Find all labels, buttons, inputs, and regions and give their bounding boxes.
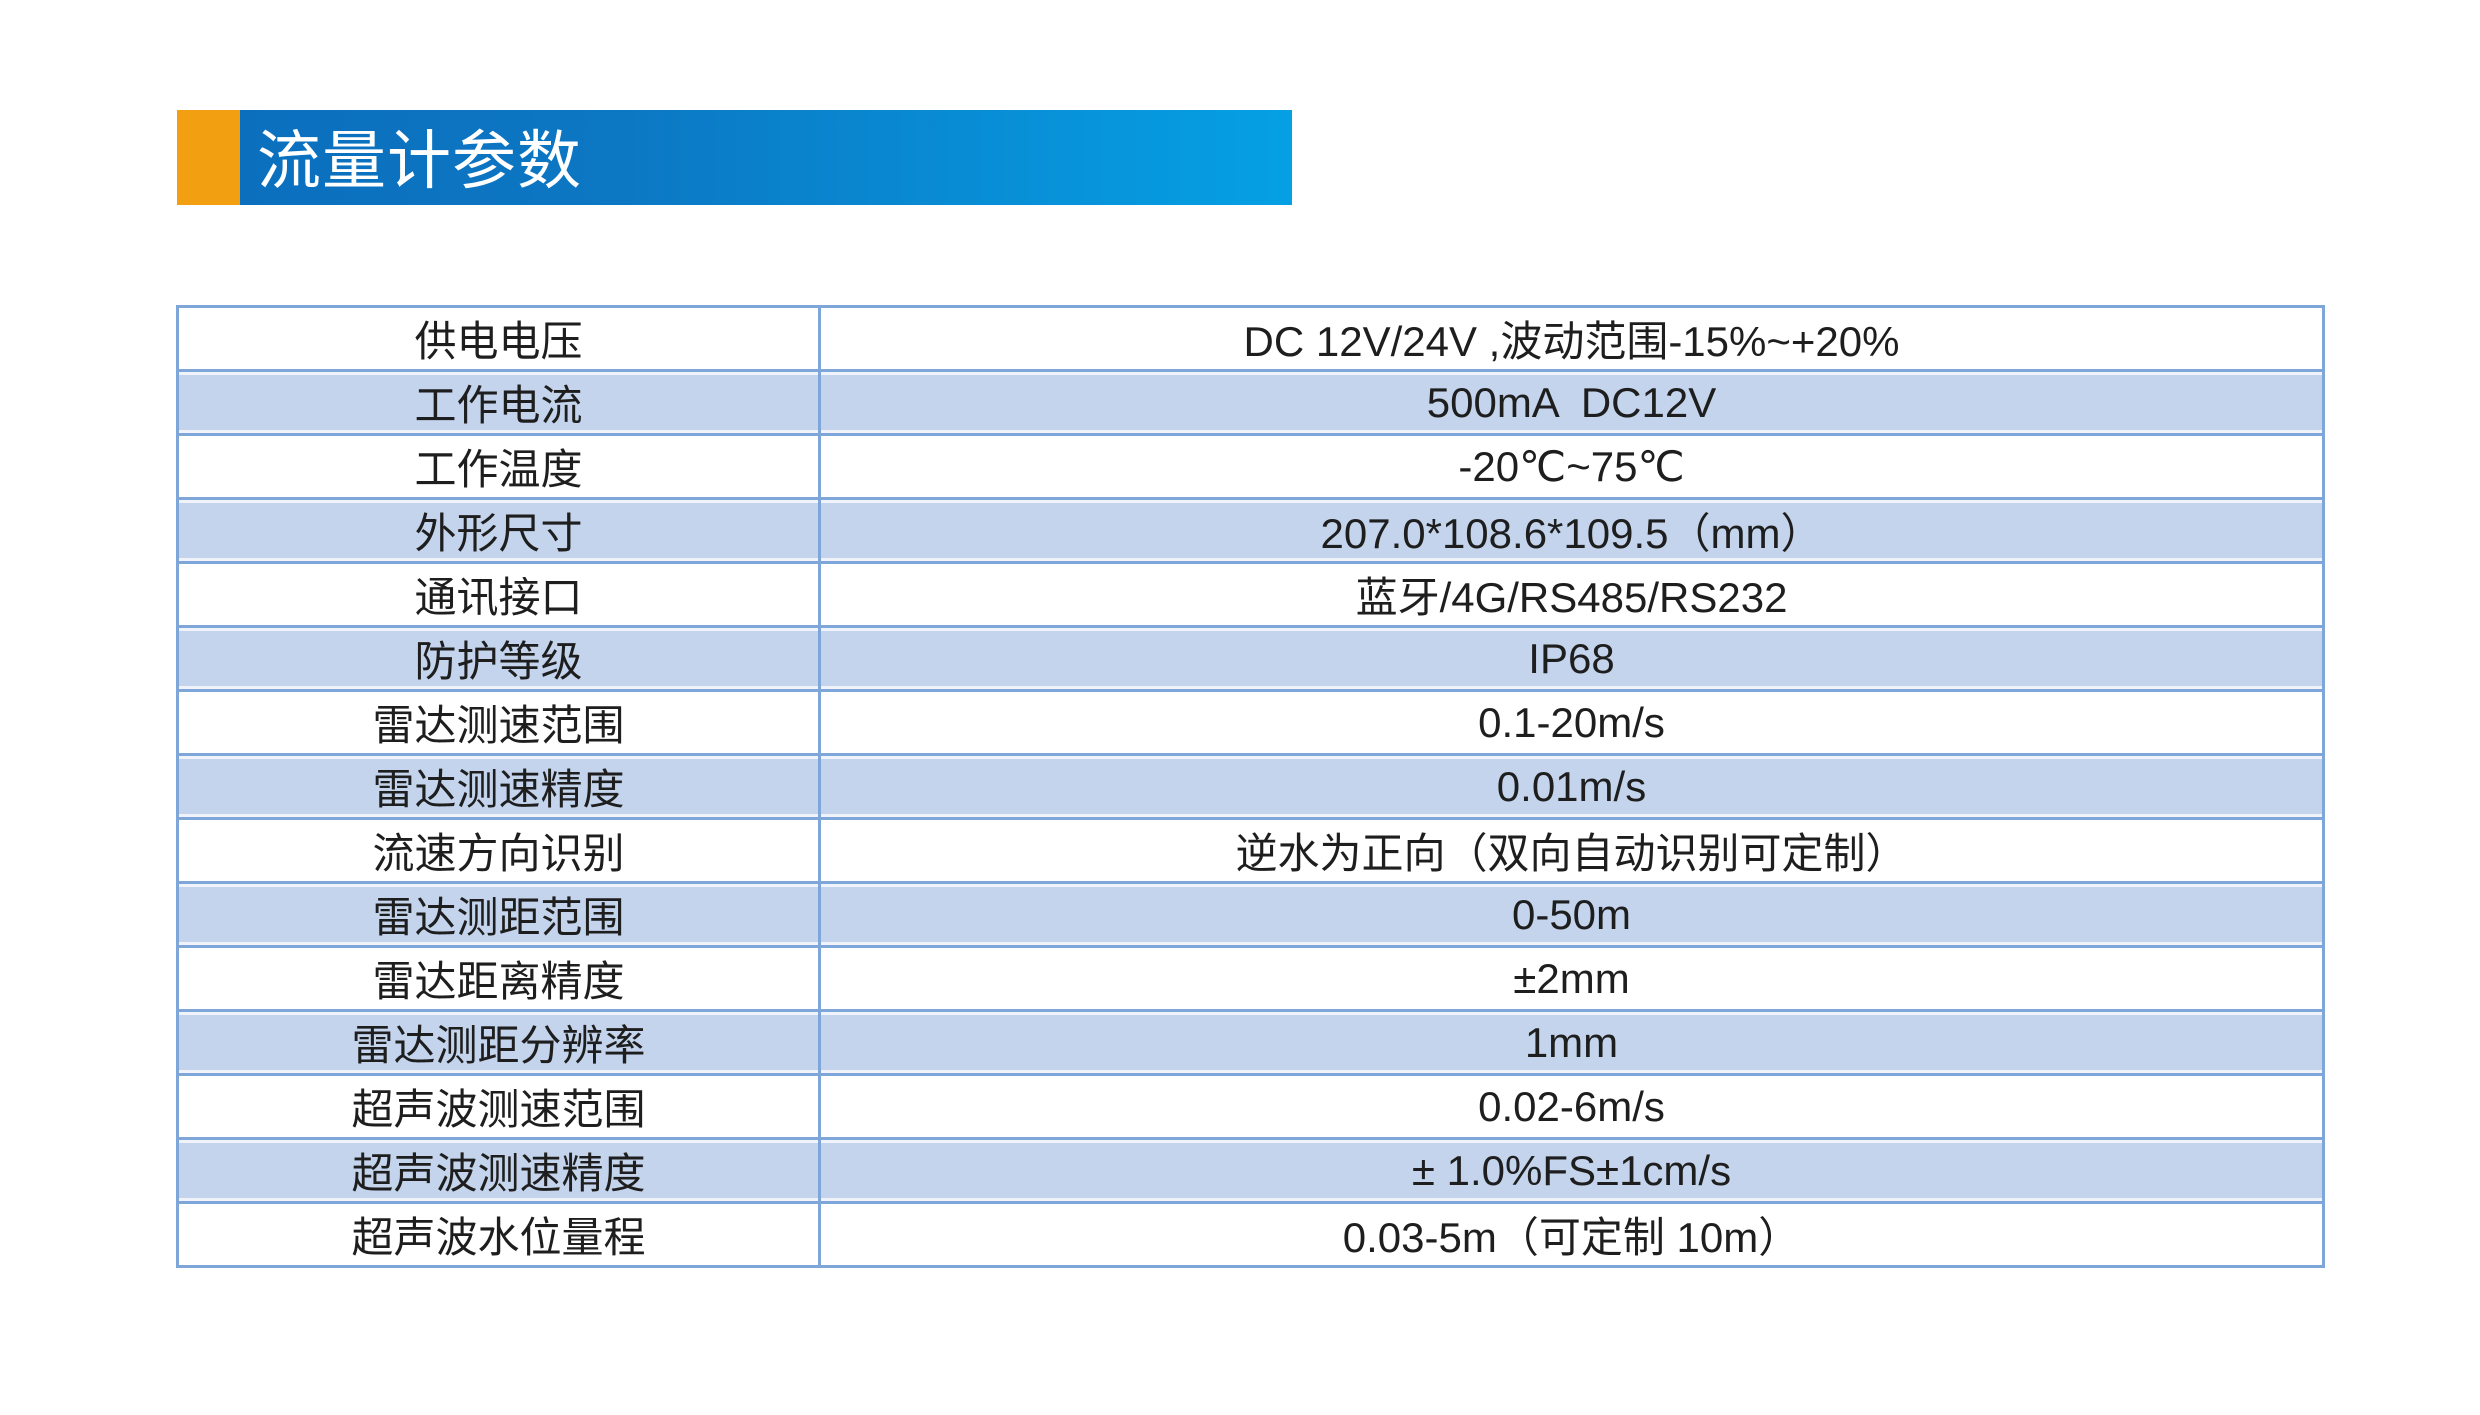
param-value-cell: DC 12V/24V ,波动范围-15%~+20% bbox=[818, 305, 2325, 372]
section-header-banner: 流量计参数 bbox=[177, 110, 1292, 205]
table-row: 通讯接口 蓝牙/4G/RS485/RS232 bbox=[176, 561, 2325, 628]
table-row: 工作温度 -20℃~75℃ bbox=[176, 433, 2325, 500]
param-label-cell: 雷达测速范围 bbox=[176, 689, 821, 756]
param-value-cell: 0-50m bbox=[818, 881, 2325, 948]
table-row: 雷达测速精度 0.01m/s bbox=[176, 753, 2325, 820]
table-row: 超声波测速精度 ± 1.0%FS±1cm/s bbox=[176, 1137, 2325, 1204]
param-value-cell: 逆水为正向（双向自动识别可定制） bbox=[818, 817, 2325, 884]
param-value-cell: 0.03-5m（可定制 10m） bbox=[818, 1201, 2325, 1268]
param-label-cell: 雷达测距分辨率 bbox=[176, 1009, 821, 1076]
param-value-cell: 500mA DC12V bbox=[818, 369, 2325, 436]
param-label-cell: 工作温度 bbox=[176, 433, 821, 500]
table-row: 超声波测速范围 0.02-6m/s bbox=[176, 1073, 2325, 1140]
param-value-cell: 0.01m/s bbox=[818, 753, 2325, 820]
param-label-cell: 雷达测速精度 bbox=[176, 753, 821, 820]
param-value-cell: 1mm bbox=[818, 1009, 2325, 1076]
table-row: 雷达距离精度 ±2mm bbox=[176, 945, 2325, 1012]
param-value-cell: ± 1.0%FS±1cm/s bbox=[818, 1137, 2325, 1204]
param-label-cell: 外形尺寸 bbox=[176, 497, 821, 564]
param-label-cell: 工作电流 bbox=[176, 369, 821, 436]
table-row: 雷达测距范围 0-50m bbox=[176, 881, 2325, 948]
param-label-cell: 雷达测距范围 bbox=[176, 881, 821, 948]
table-row: 防护等级 IP68 bbox=[176, 625, 2325, 692]
blue-title-bar: 流量计参数 bbox=[240, 110, 1292, 205]
param-value-cell: 0.02-6m/s bbox=[818, 1073, 2325, 1140]
table-row: 外形尺寸 207.0*108.6*109.5（mm） bbox=[176, 497, 2325, 564]
parameters-table: 供电电压 DC 12V/24V ,波动范围-15%~+20% 工作电流 500m… bbox=[176, 305, 2325, 1268]
param-value-cell: 207.0*108.6*109.5（mm） bbox=[818, 497, 2325, 564]
table-row: 流速方向识别 逆水为正向（双向自动识别可定制） bbox=[176, 817, 2325, 884]
param-label-cell: 超声波测速精度 bbox=[176, 1137, 821, 1204]
param-value-cell: 蓝牙/4G/RS485/RS232 bbox=[818, 561, 2325, 628]
param-value-cell: IP68 bbox=[818, 625, 2325, 692]
table-row: 工作电流 500mA DC12V bbox=[176, 369, 2325, 436]
param-label-cell: 通讯接口 bbox=[176, 561, 821, 628]
table-row: 雷达测速范围 0.1-20m/s bbox=[176, 689, 2325, 756]
param-label-cell: 流速方向识别 bbox=[176, 817, 821, 884]
table-row: 雷达测距分辨率 1mm bbox=[176, 1009, 2325, 1076]
param-value-cell: -20℃~75℃ bbox=[818, 433, 2325, 500]
param-label-cell: 防护等级 bbox=[176, 625, 821, 692]
orange-accent-block bbox=[177, 110, 240, 205]
param-label-cell: 超声波水位量程 bbox=[176, 1201, 821, 1268]
param-label-cell: 超声波测速范围 bbox=[176, 1073, 821, 1140]
param-label-cell: 供电电压 bbox=[176, 305, 821, 372]
param-label-cell: 雷达距离精度 bbox=[176, 945, 821, 1012]
param-value-cell: ±2mm bbox=[818, 945, 2325, 1012]
page-title: 流量计参数 bbox=[257, 125, 582, 197]
param-value-cell: 0.1-20m/s bbox=[818, 689, 2325, 756]
table-row: 供电电压 DC 12V/24V ,波动范围-15%~+20% bbox=[176, 305, 2325, 372]
table-row: 超声波水位量程 0.03-5m（可定制 10m） bbox=[176, 1201, 2325, 1268]
